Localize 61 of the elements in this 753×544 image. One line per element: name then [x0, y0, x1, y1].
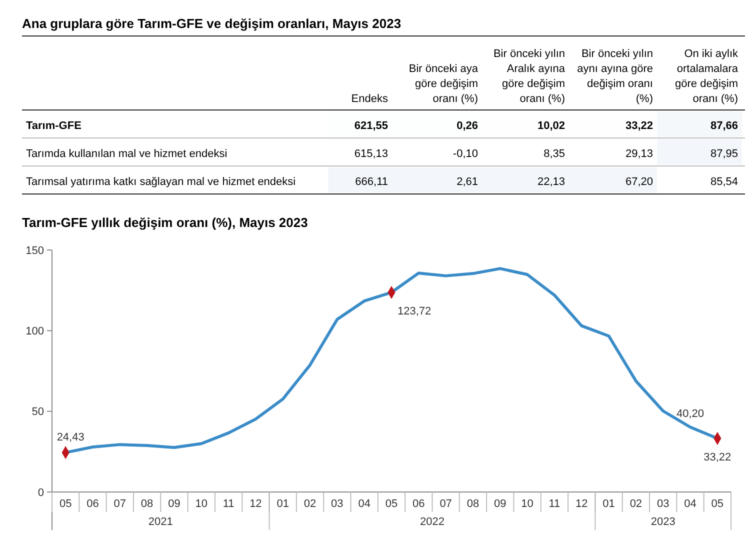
data-label: 40,20	[676, 408, 704, 420]
x-tick-label: 10	[521, 498, 534, 510]
x-tick-label: 04	[684, 498, 696, 510]
data-label: 29,13	[625, 148, 653, 160]
x-tick-label: 11	[548, 498, 560, 510]
x-tick-label: 08	[140, 498, 154, 510]
data-label: 615,13	[354, 148, 388, 160]
data-label: 85,54	[710, 176, 738, 188]
data-label: 10,02	[537, 120, 565, 132]
x-tick-label: 10	[195, 498, 208, 510]
x-tick-label: 09	[168, 498, 180, 510]
y-tick-label: Tarım-GFE	[26, 120, 82, 132]
x-tick-label: On iki aylık ortalamalara göre değişim oranı (%)	[675, 48, 739, 105]
y-tick-label: 150	[26, 244, 44, 257]
y-tick-label: 100	[26, 326, 44, 338]
x-tick-label: 09	[494, 498, 506, 510]
x-tick-label: 12	[575, 498, 588, 510]
x-tick-label: 05	[59, 498, 72, 510]
data-label: -0,10	[452, 148, 478, 160]
data-label: 666,11	[355, 176, 388, 188]
x-tick-label: 05	[711, 498, 724, 510]
data-label: 24,43	[56, 432, 84, 444]
x-tick-label: 01	[276, 498, 289, 510]
data-label: 67,20	[625, 176, 653, 188]
text: 2022	[420, 516, 444, 528]
x-tick-label: 08	[466, 498, 480, 510]
y-tick-label: 50	[32, 406, 44, 418]
x-tick-label: 07	[440, 498, 452, 510]
data-label: 33,22	[704, 451, 732, 464]
y-tick-label: Tarımda kullanılan mal ve hizmet endeksi	[26, 148, 228, 160]
x-tick-label: 06	[86, 498, 99, 510]
chart-title: Tarım-GFE yıllık değişim oranı (%), Mayıs 2023	[22, 215, 308, 230]
text: Ana gruplara göre Tarım-GFE ve değişim oranları, Mayıs 2023	[22, 16, 402, 31]
y-tick-label: Tarımsal yatırıma katkı sağlayan mal ve hizmet endeksi	[26, 176, 296, 188]
data-label: 621,55	[354, 120, 388, 132]
x-tick-label: Endeks	[351, 93, 388, 105]
data-label: 87,66	[710, 120, 738, 132]
data-label: 22,13	[537, 176, 565, 188]
x-tick-label: 02	[630, 498, 642, 510]
data-label: 8,35	[544, 148, 565, 160]
text: 2023	[650, 516, 676, 528]
x-tick-label: 07	[114, 498, 126, 510]
x-tick-label: 12	[250, 498, 262, 510]
data-label: 87,95	[710, 148, 738, 160]
x-tick-label: 04	[358, 498, 370, 510]
data-label: 0,26	[456, 120, 478, 132]
x-tick-label: Bir önceki yılın Aralık ayına göre değişim oranı (%)	[493, 48, 566, 105]
x-tick-label: 03	[331, 498, 344, 510]
x-tick-label: 01	[602, 498, 615, 510]
x-tick-label: Bir önceki yılın aynı ayına göre değişim oranı (%)	[577, 48, 653, 105]
x-tick-label: 02	[304, 498, 316, 510]
text: 2021	[148, 516, 173, 528]
data-label: 2,61	[456, 176, 478, 188]
x-tick-label: 11	[222, 498, 234, 510]
data-label: 123,72	[398, 305, 432, 318]
data-label: 33,22	[625, 120, 653, 132]
x-tick-label: 05	[385, 498, 398, 510]
x-tick-label: 06	[412, 498, 425, 510]
x-tick-label: Bir önceki aya göre değişim oranı (%)	[408, 63, 479, 105]
x-tick-label: 03	[656, 498, 670, 510]
y-tick-label: 0	[38, 486, 44, 499]
